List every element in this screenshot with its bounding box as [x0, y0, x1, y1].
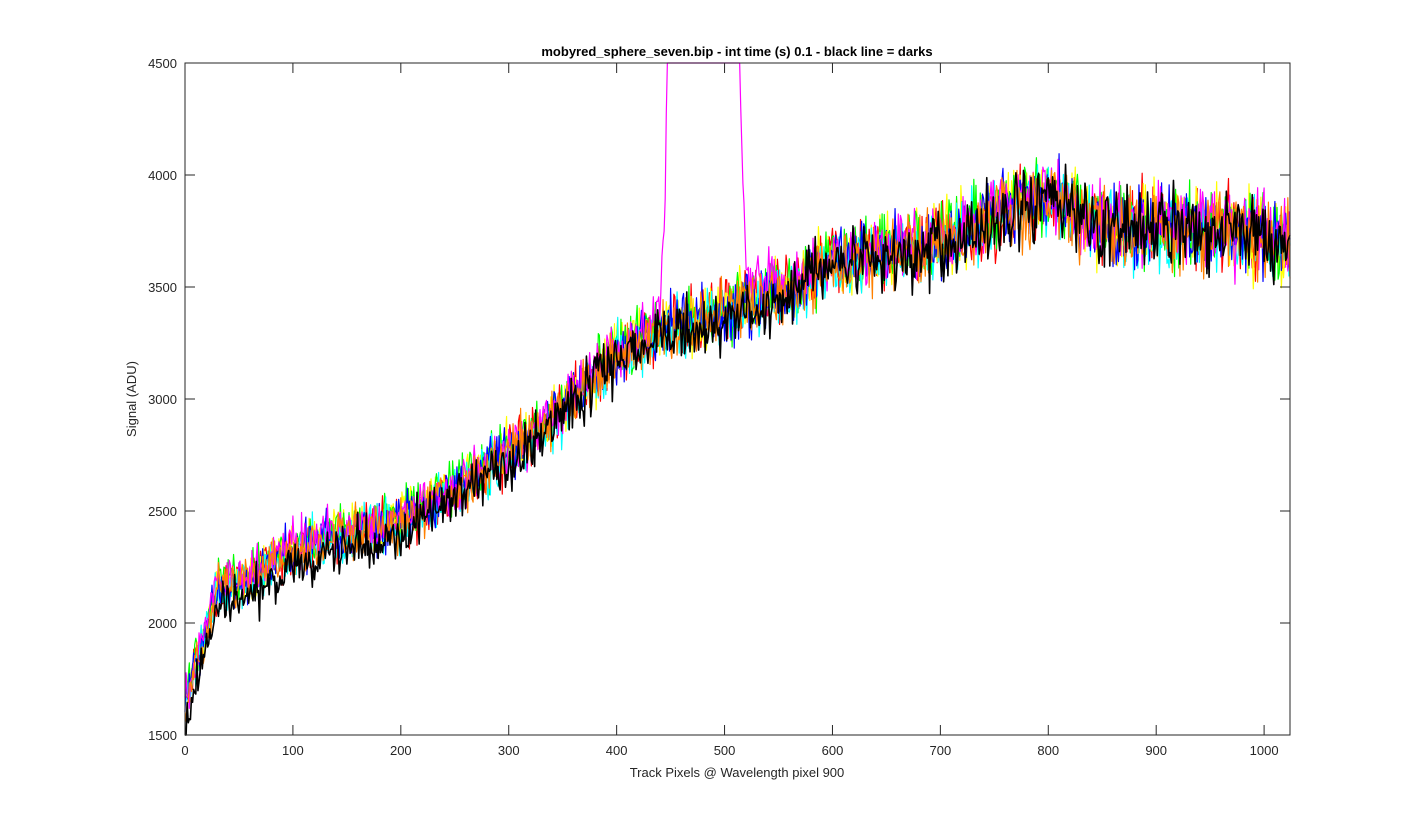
x-tick-label: 200	[390, 743, 412, 758]
y-tick-label: 1500	[148, 728, 177, 743]
y-tick-label: 4500	[148, 56, 177, 71]
x-tick-label: 400	[606, 743, 628, 758]
x-tick-label: 700	[930, 743, 952, 758]
x-axis-title: Track Pixels @ Wavelength pixel 900	[630, 765, 845, 780]
x-tick-label: 1000	[1250, 743, 1279, 758]
y-tick-label: 2000	[148, 616, 177, 631]
chart-title: mobyred_sphere_seven.bip - int time (s) …	[541, 44, 932, 59]
plot-area	[185, 63, 1290, 735]
y-tick-label: 3500	[148, 280, 177, 295]
series-line	[185, 163, 1291, 736]
x-tick-label: 800	[1037, 743, 1059, 758]
y-tick-label: 2500	[148, 504, 177, 519]
x-tick-label: 0	[181, 743, 188, 758]
x-tick-label: 100	[282, 743, 304, 758]
x-axis-ticks: 0 100 200 300 400 500 600 700 800 900 1000	[181, 63, 1279, 758]
x-tick-label: 300	[498, 743, 520, 758]
series-line	[184, 169, 1291, 722]
x-tick-label: 600	[822, 743, 844, 758]
y-axis-title: Signal (ADU)	[124, 361, 139, 437]
series-line	[184, 157, 1290, 696]
y-tick-label: 3000	[148, 392, 177, 407]
x-tick-label: 500	[714, 743, 736, 758]
y-tick-label: 4000	[148, 168, 177, 183]
x-tick-label: 900	[1145, 743, 1167, 758]
y-axis-ticks: 1500 2000 2500 3000 3500 4000 4500	[148, 56, 1290, 743]
